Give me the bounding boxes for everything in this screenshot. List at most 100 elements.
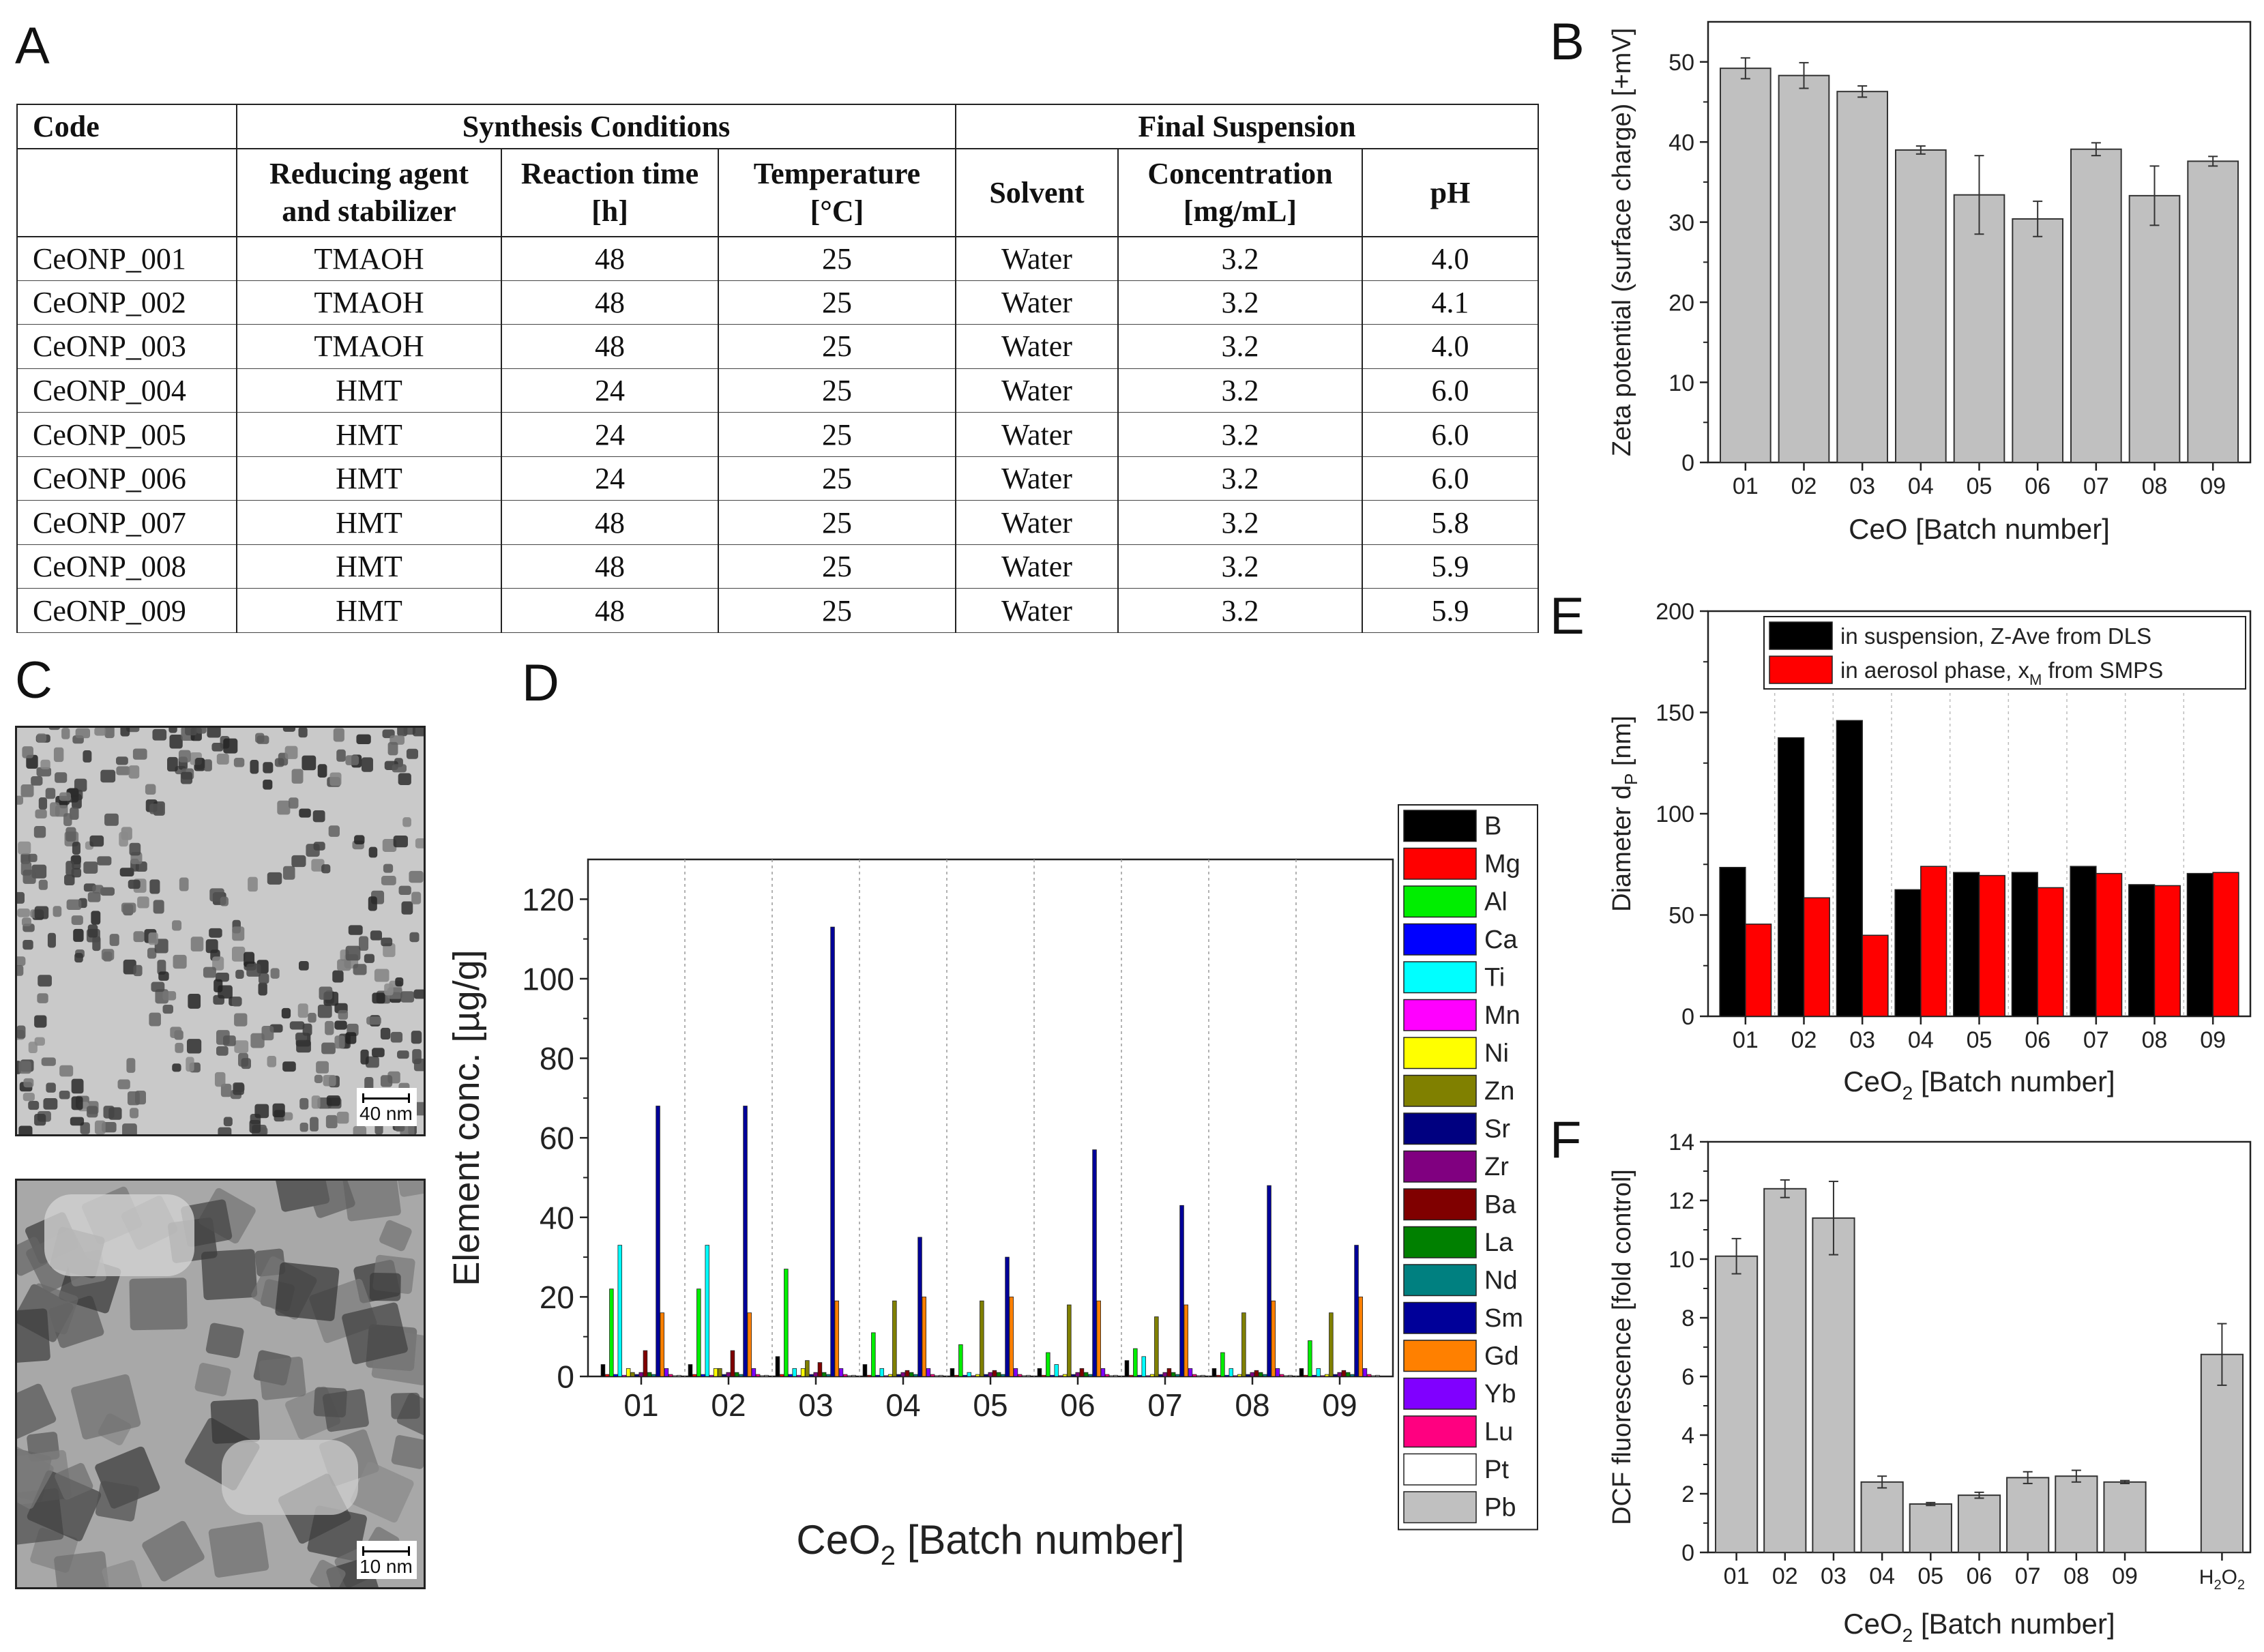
nanoparticle: [203, 759, 212, 771]
nanoparticle: [34, 1015, 47, 1028]
legend-swatch-Mg: [1403, 847, 1477, 880]
bar-Ca-03: [788, 1374, 793, 1377]
table-cell-temp: 25: [718, 324, 956, 369]
nanocrystal: [391, 1435, 424, 1469]
bar-Ni-09: [1324, 1374, 1329, 1377]
nanoparticle: [17, 965, 24, 976]
bar-Zn-01: [630, 1372, 635, 1377]
nanoparticle: [258, 973, 269, 984]
bar-06: [1957, 1494, 2001, 1554]
bar-Mg-01: [604, 1374, 610, 1377]
bar-smps-05: [1978, 874, 2005, 1017]
nanoparticle: [302, 1023, 312, 1036]
nanoparticle: [263, 779, 273, 790]
bar-Ti-04: [879, 1368, 885, 1377]
bar-Ti-08: [1229, 1368, 1234, 1377]
nanoparticle: [345, 755, 359, 765]
nanoparticle: [103, 1106, 115, 1119]
y-tick-label: 50: [1668, 50, 1694, 76]
bar-03: [1812, 1217, 1855, 1554]
x-axis-title-subscript: 2: [1902, 1082, 1913, 1104]
table-cell-temp: 25: [718, 456, 956, 501]
nanoparticle: [92, 885, 104, 894]
bar-La-02: [734, 1372, 739, 1377]
nanoparticle: [372, 1048, 385, 1057]
table-row: CeONP_002 TMAOH 48 25 Water 3.2 4.1: [16, 280, 1539, 325]
nanoparticle: [216, 753, 229, 765]
table-cell-conc: 3.2: [1117, 280, 1363, 325]
nanocrystal: [17, 1443, 54, 1509]
nanoparticle: [130, 1108, 139, 1119]
table-cell-agent: HMT: [236, 588, 502, 633]
bar-Nd-09: [1350, 1374, 1355, 1377]
bar-smps-04: [1920, 866, 1947, 1017]
legend-label-Lu: Lu: [1484, 1418, 1513, 1447]
bar-Mg-08: [1216, 1374, 1221, 1377]
bar-Gd-04: [922, 1296, 926, 1377]
nanoparticle: [277, 800, 291, 815]
y-tick-label: 10: [1668, 1247, 1694, 1273]
x-tick-label: 06: [2025, 473, 2050, 499]
nanoparticle: [401, 901, 413, 915]
table-cell-solvent: Water: [955, 368, 1119, 413]
nanoparticle: [104, 728, 115, 739]
h2o2-sub-2b: 2: [2237, 1578, 2245, 1593]
x-tick-label: 07: [2083, 473, 2109, 499]
x-tick-label: 01: [1724, 1563, 1750, 1589]
nanoparticle: [119, 868, 134, 877]
table-cell-ph: 5.8: [1362, 500, 1539, 545]
table-row: CeONP_003 TMAOH 48 25 Water 3.2 4.0: [16, 324, 1539, 369]
nanoparticle: [380, 1027, 391, 1040]
chart-e-diameter: 0 50 100 150 200 01 02 03 04 05 06 07 08 09 in suspens…: [1589, 587, 2264, 1105]
nanoparticle: [31, 776, 43, 786]
nanoparticle: [132, 748, 147, 760]
legend-label-Ti: Ti: [1484, 964, 1505, 992]
nanoparticle: [185, 728, 197, 736]
nanoparticle: [170, 1027, 182, 1038]
header-code-empty: [16, 147, 237, 237]
legend-label-Al: Al: [1484, 888, 1508, 917]
bar-Ni-08: [1237, 1374, 1242, 1377]
nanoparticle: [175, 1042, 183, 1053]
nanoparticle: [74, 953, 83, 963]
bar-Mg-04: [866, 1374, 872, 1377]
bar-Ti-05: [967, 1372, 972, 1377]
bar-B-01: [600, 1364, 606, 1377]
table-cell-time: 48: [501, 588, 719, 633]
nanoparticle: [74, 778, 87, 792]
bar-La-06: [1083, 1372, 1089, 1377]
nanoparticle: [71, 1096, 83, 1110]
nanoparticle: [55, 772, 68, 783]
bar-Mn-03: [796, 1374, 802, 1377]
nanoparticle: [212, 956, 224, 971]
scale-bar-10nm: 10 nm: [357, 1541, 417, 1579]
x-tick-label: 03: [1849, 1027, 1875, 1053]
nanoparticle: [282, 1061, 296, 1072]
bar-dls-06: [2011, 872, 2038, 1017]
bar-Yb-03: [838, 1368, 844, 1377]
legend-label-Sm: Sm: [1484, 1304, 1523, 1333]
nanoparticle: [128, 879, 141, 889]
nanoparticle: [47, 932, 56, 948]
nanoparticle: [299, 1122, 308, 1132]
x-tick-label: 02: [1791, 473, 1817, 499]
bar-Lu-02: [755, 1374, 761, 1377]
table-cell-code: CeONP_005: [16, 412, 237, 457]
bar-Zn-04: [892, 1300, 897, 1377]
bar-B-08: [1211, 1368, 1217, 1377]
table-cell-time: 24: [501, 412, 719, 457]
header-reaction-time: Reaction time [h]: [501, 147, 719, 237]
nanoparticle: [311, 1095, 321, 1109]
panel-label-e: E: [1550, 587, 1585, 645]
bar-Mn-02: [709, 1374, 714, 1377]
bar-dls-04: [1894, 889, 1922, 1017]
nanoparticle: [398, 885, 411, 896]
bar-B-07: [1124, 1360, 1130, 1377]
bar-dls-07: [2070, 866, 2097, 1017]
bar-Nd-03: [826, 1374, 831, 1377]
bar-Ni-05: [975, 1374, 980, 1377]
bar-06: [2012, 218, 2064, 463]
nanoparticle: [100, 887, 115, 896]
bar-Sm-01: [656, 1106, 660, 1377]
nanoparticle: [353, 964, 367, 975]
